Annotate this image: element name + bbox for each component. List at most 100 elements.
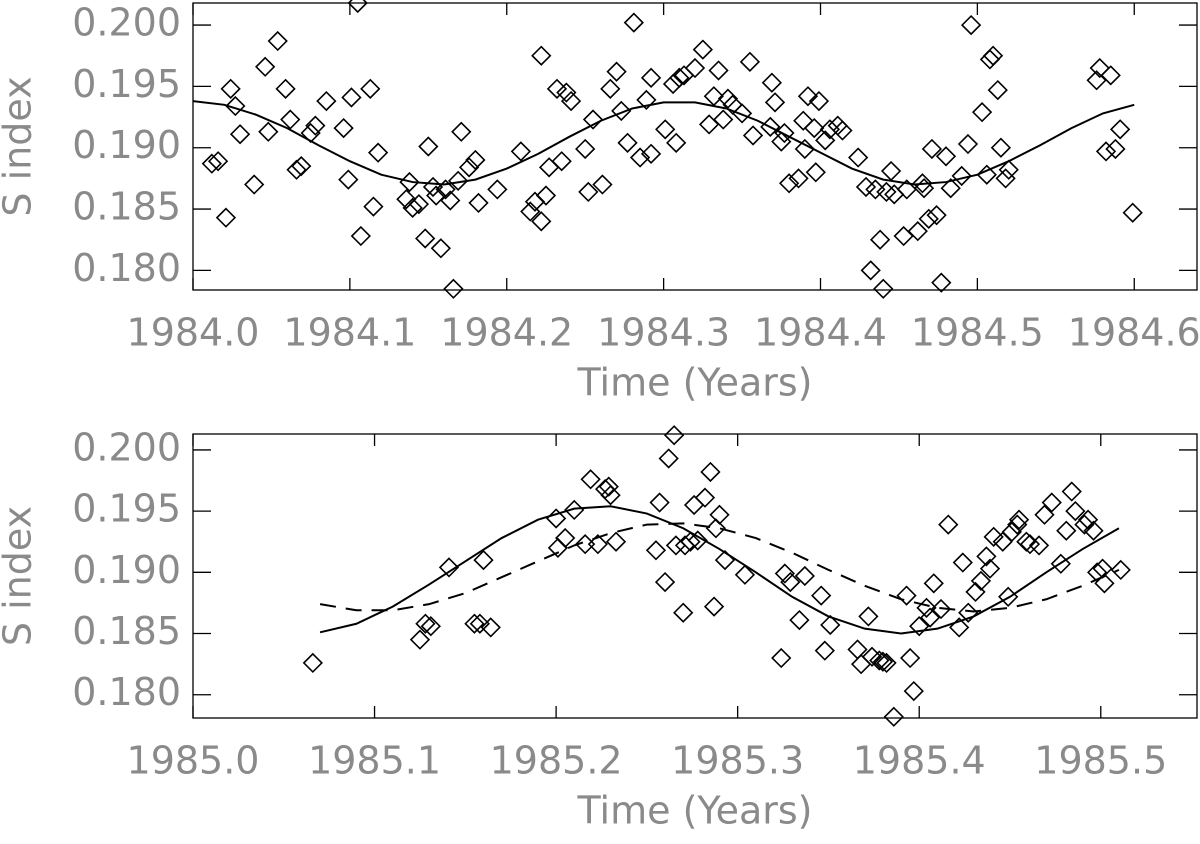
data-point xyxy=(930,598,952,620)
data-point xyxy=(341,87,362,108)
x-tick-label: 1985.2 xyxy=(490,739,623,783)
data-point xyxy=(480,617,501,638)
data-point xyxy=(347,0,368,14)
data-point xyxy=(804,117,825,139)
data-point xyxy=(1016,531,1037,552)
data-point xyxy=(582,109,604,130)
data-point xyxy=(1028,535,1050,556)
y-tick-label: 0.180 xyxy=(72,670,181,714)
data-point xyxy=(611,100,632,122)
data-point xyxy=(771,647,792,669)
data-point xyxy=(926,205,947,226)
data-point xyxy=(872,651,894,672)
data-point xyxy=(363,196,384,217)
x-tick-label: 1984.4 xyxy=(754,311,887,355)
data-point xyxy=(487,179,508,200)
data-point xyxy=(990,137,1012,158)
data-point xyxy=(714,549,736,571)
x-tick-label: 1985.4 xyxy=(853,739,986,783)
data-point xyxy=(469,613,490,634)
data-point xyxy=(805,162,826,183)
data-point xyxy=(1050,553,1071,574)
data-point xyxy=(1074,514,1095,535)
data-point xyxy=(987,79,1008,101)
x-tick-label: 1984.3 xyxy=(597,311,730,355)
plot-frame xyxy=(192,2,1198,291)
data-point xyxy=(876,652,897,674)
data-point xyxy=(592,174,613,195)
data-point xyxy=(225,95,246,117)
data-point xyxy=(598,476,619,497)
plot-frame xyxy=(192,433,1198,719)
data-point xyxy=(860,260,881,281)
data-point xyxy=(708,60,729,81)
data-point xyxy=(408,194,430,215)
data-point xyxy=(458,157,480,178)
data-point xyxy=(396,189,417,210)
data-point xyxy=(687,530,708,551)
data-point xyxy=(848,147,869,168)
data-point xyxy=(912,173,933,194)
data-point xyxy=(869,229,891,250)
data-point xyxy=(666,132,687,153)
data-point xyxy=(587,534,608,555)
data-point xyxy=(858,606,879,627)
data-point xyxy=(662,73,684,95)
data-point xyxy=(1056,520,1077,541)
x-tick-label: 1984.1 xyxy=(283,311,416,355)
x-axis-label: Time (Years) xyxy=(577,789,813,833)
data-point xyxy=(535,185,557,206)
y-tick-label: 0.185 xyxy=(72,185,181,229)
x-tick-label: 1985.1 xyxy=(308,739,441,783)
data-point xyxy=(880,160,902,182)
data-point xyxy=(435,179,456,200)
data-point xyxy=(694,487,716,508)
data-point xyxy=(731,103,753,124)
data-point xyxy=(629,147,651,168)
data-point xyxy=(873,278,894,299)
y-axis-label: S index xyxy=(0,506,40,646)
data-point xyxy=(255,56,276,77)
data-point xyxy=(1001,521,1022,543)
data-point xyxy=(438,557,460,578)
data-point xyxy=(669,67,690,88)
data-point xyxy=(797,86,819,107)
data-point xyxy=(654,571,676,593)
data-point xyxy=(869,650,890,671)
data-point xyxy=(1100,65,1121,86)
data-point xyxy=(555,527,576,549)
data-point xyxy=(979,49,1001,70)
data-point xyxy=(440,190,461,211)
data-point xyxy=(1109,119,1131,140)
data-point xyxy=(443,278,464,299)
data-point xyxy=(201,153,222,174)
data-point xyxy=(703,596,725,617)
data-point xyxy=(935,146,957,167)
y-tick-label: 0.200 xyxy=(72,1,181,45)
data-point xyxy=(865,179,886,200)
data-point xyxy=(229,124,251,145)
data-point xyxy=(970,570,992,592)
data-point xyxy=(919,607,941,628)
data-point xyxy=(1083,520,1104,541)
data-point xyxy=(958,602,979,623)
data-point xyxy=(649,492,670,513)
data-point xyxy=(692,39,713,60)
data-point xyxy=(1095,141,1117,162)
y-tick-label: 0.195 xyxy=(72,487,181,531)
data-point xyxy=(673,602,694,623)
data-point xyxy=(333,117,354,139)
panel: 1985.0 1985.1 1985.2 1985.3 1985.4 1985.5 0.18… xyxy=(0,425,1198,833)
y-tick-label: 0.195 xyxy=(72,62,181,106)
data-point xyxy=(409,629,431,650)
data-point xyxy=(636,89,657,111)
x-tick-label: 1984.5 xyxy=(911,311,1044,355)
x-tick-label: 1985.0 xyxy=(127,739,260,783)
x-tick-label: 1984.0 xyxy=(127,311,260,355)
plot-area xyxy=(302,425,1131,727)
data-point xyxy=(811,585,832,606)
data-point xyxy=(600,78,621,99)
data-point xyxy=(551,151,572,172)
data-point xyxy=(794,565,815,587)
data-point xyxy=(244,174,265,195)
